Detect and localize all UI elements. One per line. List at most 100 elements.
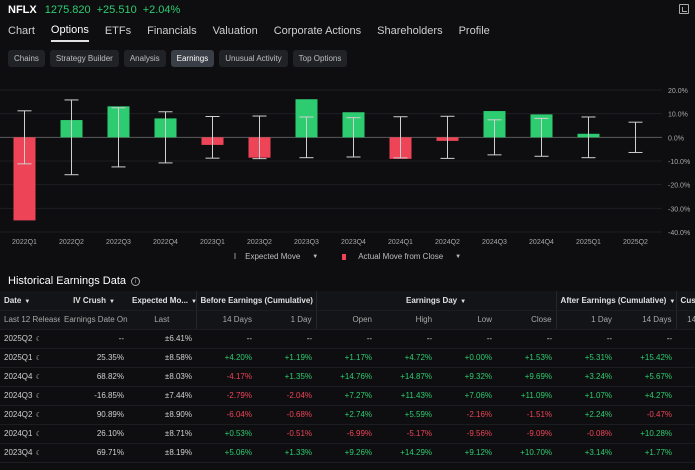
column-header[interactable]: Before Earnings (Cumulative)▼ xyxy=(195,291,317,311)
tab-etfs[interactable]: ETFs xyxy=(104,25,132,37)
cell-date-label: 2025Q1 xyxy=(4,353,33,362)
table-cell: +2.24% xyxy=(556,405,617,425)
column-header-label: After Earnings (Cumulative) xyxy=(560,295,667,305)
column-subheader: Last 12 Releases xyxy=(0,310,60,330)
column-header-label: Before Earnings (Cumulative) xyxy=(200,295,313,305)
table-cell: +1.19% xyxy=(256,348,317,368)
table-cell: +14.76% xyxy=(316,367,377,387)
table-cell: ±7.44% xyxy=(128,386,196,406)
sort-icon[interactable]: ▼ xyxy=(669,298,676,305)
table-row[interactable]: 2024Q4 ☾ 68.82% ±8.03% -4.17% +1.35% +14.76% +1… xyxy=(0,367,695,387)
table-cell: +4.72% xyxy=(376,348,437,368)
cell-date-label: 2023Q4 xyxy=(4,448,33,457)
table-cell: 26.10% xyxy=(60,424,128,444)
table-cell: ±8.71% xyxy=(128,424,196,444)
earnings-table: Date ▼ IV Crush ▼ Expected Mo... ▼ Before Earn… xyxy=(0,291,695,463)
x-tick-label: 2022Q4 xyxy=(153,239,178,246)
table-cell: +9.32% xyxy=(436,367,497,387)
y-tick-label: 20.0% xyxy=(668,88,688,95)
info-icon[interactable]: i xyxy=(131,276,140,286)
column-header[interactable]: Earnings Day ▼ xyxy=(315,291,557,311)
table-cell-overflow xyxy=(676,443,695,463)
column-subheader: High xyxy=(376,310,437,330)
table-cell: +9.69% xyxy=(496,367,557,387)
table-cell: ±6.41% xyxy=(128,329,196,349)
table-cell: ±8.58% xyxy=(128,348,196,368)
table-cell: ±8.03% xyxy=(128,367,196,387)
column-header[interactable]: Expected Mo... ▼ xyxy=(128,291,196,311)
table-cell: -- xyxy=(496,329,557,349)
table-cell: +11.43% xyxy=(376,386,437,406)
table-cell: -- xyxy=(316,329,377,349)
table-cell: +0.00% xyxy=(436,348,497,368)
tab-shareholders[interactable]: Shareholders xyxy=(377,25,443,37)
column-subheader: 1 Day xyxy=(555,310,617,330)
tab-corporate-actions[interactable]: Corporate Actions xyxy=(273,25,362,37)
pill-top-options[interactable]: Top Options xyxy=(292,50,348,67)
table-cell: ±8.90% xyxy=(128,405,196,425)
table-row[interactable]: 2023Q4 ☾ 69.71% ±8.19% +5.06% +1.33% +9.26% +14… xyxy=(0,443,695,463)
column-header[interactable]: After Earnings (Cumulative) ▼ xyxy=(555,291,677,311)
x-tick-label: 2023Q3 xyxy=(294,239,319,246)
table-row[interactable]: 2024Q1 ☾ 26.10% ±8.71% +0.53% -0.51% -6.99% -5.… xyxy=(0,424,695,444)
column-header-label: Expected Mo... xyxy=(132,295,189,305)
table-cell: -- xyxy=(256,329,317,349)
actual-move-bar[interactable] xyxy=(13,137,36,221)
table-cell: 90.89% xyxy=(60,405,128,425)
table-cell: -0.51% xyxy=(256,424,317,444)
table-row[interactable]: 2024Q3 ☾ -16.85% ±7.44% -2.79% -2.04% +7.27% +1… xyxy=(0,386,695,406)
pill-earnings[interactable]: Earnings xyxy=(170,50,215,67)
table-cell: +1.35% xyxy=(256,367,317,387)
historical-earnings-title: Historical Earnings Data xyxy=(8,275,126,287)
column-header[interactable]: Cus xyxy=(675,291,695,311)
table-cell: -0.08% xyxy=(556,424,617,444)
legend-actual-move[interactable]: Actual Move from Close ▼ xyxy=(336,252,467,261)
legend-actual-move-label: Actual Move from Close xyxy=(358,252,444,261)
y-tick-label: 10.0% xyxy=(668,112,688,119)
expand-icon[interactable] xyxy=(679,4,689,14)
tab-financials[interactable]: Financials xyxy=(147,25,197,37)
table-cell-overflow xyxy=(676,405,695,425)
table-cell: +5.59% xyxy=(376,405,437,425)
cell-date-label: 2024Q2 xyxy=(4,410,33,419)
column-header-label: Earnings Day xyxy=(405,295,458,305)
tab-chart[interactable]: Chart xyxy=(8,25,35,37)
table-cell: +1.53% xyxy=(496,348,557,368)
tab-options[interactable]: Options xyxy=(50,24,89,42)
sort-icon[interactable]: ▼ xyxy=(24,298,31,305)
sort-icon[interactable]: ▼ xyxy=(191,298,196,305)
table-cell-overflow xyxy=(676,424,695,444)
table-cell: +14.87% xyxy=(376,367,437,387)
x-tick-label: 2022Q1 xyxy=(12,239,37,246)
table-cell: -- xyxy=(196,329,256,349)
table-cell: +4.20% xyxy=(196,348,256,368)
table-row[interactable]: 2025Q1 ☾ 25.35% ±8.58% +4.20% +1.19% +1.17% +4.… xyxy=(0,348,695,368)
column-subheader: Close xyxy=(496,310,557,330)
pill-chains[interactable]: Chains xyxy=(8,50,45,67)
earnings-move-chart: 20.0% 10.0% 0.0% -10.0% -20.0% -30.0% -40.0% 20… xyxy=(0,88,690,246)
pill-strategy-builder[interactable]: Strategy Builder xyxy=(49,50,119,67)
table-cell-overflow xyxy=(676,348,695,368)
column-header[interactable]: Date ▼ xyxy=(0,291,60,311)
table-cell-overflow xyxy=(676,386,695,406)
legend-expected-move[interactable]: I Expected Move ▼ xyxy=(228,252,324,261)
table-cell: -2.16% xyxy=(436,405,497,425)
column-header[interactable]: IV Crush ▼ xyxy=(60,291,128,311)
chevron-down-icon: ▼ xyxy=(312,253,319,260)
table-row[interactable]: 2025Q2 ☾ -- ±6.41% -- -- -- -- -- -- -- -- xyxy=(0,329,695,349)
sort-icon[interactable]: ▼ xyxy=(460,298,467,305)
column-subheader: 14 Days xyxy=(195,310,256,330)
y-tick-label: -20.0% xyxy=(668,183,690,190)
table-row[interactable]: 2024Q2 ☾ 90.89% ±8.90% -6.04% -0.68% +2.74% +5.… xyxy=(0,405,695,425)
x-tick-label: 2023Q4 xyxy=(341,239,366,246)
pill-analysis[interactable]: Analysis xyxy=(123,50,166,67)
tab-valuation[interactable]: Valuation xyxy=(212,25,258,37)
tab-profile[interactable]: Profile xyxy=(458,25,490,37)
x-tick-label: 2025Q1 xyxy=(576,239,601,246)
pill-unusual-activity[interactable]: Unusual Activity xyxy=(219,50,288,67)
options-subnav: Chains Strategy Builder Analysis Earnings Un… xyxy=(8,50,352,67)
table-cell: -6.04% xyxy=(196,405,256,425)
chart-legend: I Expected Move ▼ Actual Move from Close… xyxy=(0,252,695,261)
table-cell: +9.26% xyxy=(316,443,377,463)
sort-icon[interactable]: ▼ xyxy=(108,298,115,305)
